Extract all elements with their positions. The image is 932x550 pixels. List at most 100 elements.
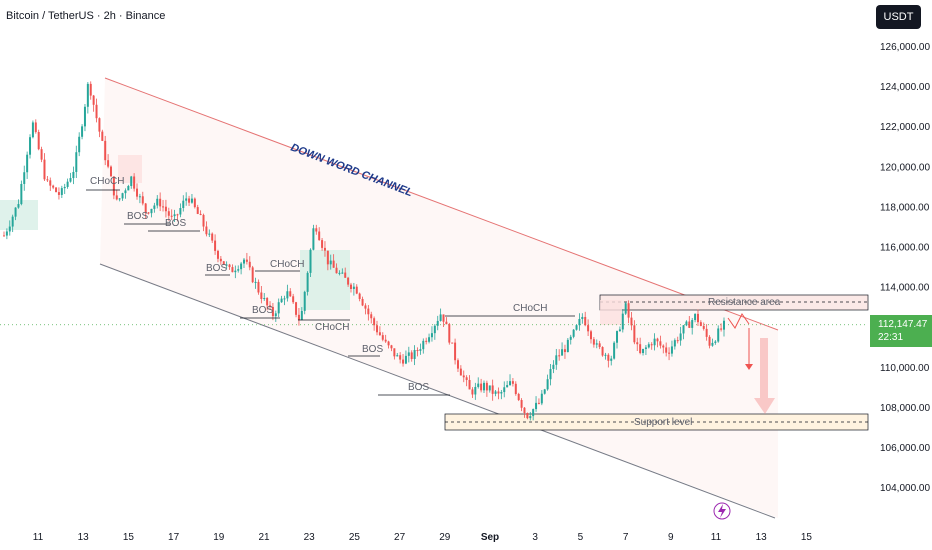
candle-body xyxy=(173,214,176,217)
y-tick-label: 114,000.00 xyxy=(880,283,930,294)
candle-body xyxy=(517,393,520,401)
candle-body xyxy=(691,320,694,328)
candle-body xyxy=(355,286,358,294)
zones xyxy=(0,77,869,519)
candle-body xyxy=(633,325,636,343)
channel-fill xyxy=(100,78,778,518)
candle-body xyxy=(688,321,691,328)
candle-body xyxy=(402,359,405,364)
candle-body xyxy=(52,185,55,188)
candles xyxy=(3,81,725,421)
candle-body xyxy=(381,335,384,340)
x-axis: 11 13 15 17 19 21 23 25 27 29 Sep 3 5 7 9 11 13 15 xyxy=(33,532,813,543)
candle-body xyxy=(543,389,546,394)
structure-label: CHoCH xyxy=(90,176,124,187)
y-tick-label: 110,000.00 xyxy=(880,363,930,374)
candle-body xyxy=(376,325,379,333)
candle-body xyxy=(462,375,465,378)
candle-body xyxy=(89,83,92,96)
y-tick-label: 108,000.00 xyxy=(880,403,930,414)
candle-body xyxy=(266,298,269,306)
candle-body xyxy=(109,166,112,177)
order-block xyxy=(118,155,142,183)
candle-body xyxy=(717,328,720,342)
x-tick-label: 21 xyxy=(258,532,270,543)
candle-body xyxy=(269,305,272,307)
candle-body xyxy=(133,176,136,189)
candle-body xyxy=(477,383,480,387)
candle-body xyxy=(332,260,335,268)
candle-body xyxy=(610,358,613,361)
candle-body xyxy=(650,344,653,346)
x-tick-label: 11 xyxy=(711,532,722,543)
candle-body xyxy=(83,106,86,127)
y-tick-label: 104,000.00 xyxy=(880,483,930,494)
y-tick-label: 126,000.00 xyxy=(880,42,930,53)
candle-body xyxy=(295,302,298,315)
chart-title: Bitcoin / TetherUS · 2h · Binance xyxy=(6,10,166,22)
structure-label: BOS xyxy=(362,344,383,355)
candle-body xyxy=(448,324,451,343)
currency-button[interactable]: USDT xyxy=(876,5,921,29)
candle-body xyxy=(101,131,104,141)
candle-body xyxy=(549,369,552,380)
candle-body xyxy=(592,339,595,345)
candle-body xyxy=(179,208,182,215)
candle-body xyxy=(607,354,610,361)
x-tick-label: Sep xyxy=(481,532,499,543)
candle-body xyxy=(115,195,118,200)
candle-body xyxy=(485,382,488,391)
x-tick-label: 3 xyxy=(532,532,538,543)
candle-body xyxy=(338,272,341,274)
candle-body xyxy=(558,355,561,357)
candle-body xyxy=(589,331,592,340)
candle-body xyxy=(26,154,29,173)
candle-body xyxy=(341,272,344,274)
candle-body xyxy=(121,193,124,199)
candle-body xyxy=(17,204,20,208)
candle-body xyxy=(497,391,500,394)
candle-body xyxy=(552,364,555,370)
candle-body xyxy=(433,325,436,334)
candle-body xyxy=(668,352,671,354)
candle-body xyxy=(127,185,130,191)
candle-body xyxy=(147,212,150,214)
x-tick-label: 27 xyxy=(394,532,406,543)
candle-body xyxy=(474,386,477,395)
candle-body xyxy=(335,267,338,274)
candle-body xyxy=(315,228,318,232)
candle-body xyxy=(613,342,616,359)
candle-body xyxy=(118,198,121,200)
candle-body xyxy=(563,349,566,353)
candle-body xyxy=(416,350,419,352)
candle-body xyxy=(442,314,445,322)
candle-body xyxy=(540,393,543,404)
current-price-tag: 112,147.47 22:31 xyxy=(870,315,932,347)
candle-body xyxy=(164,206,167,212)
candle-body xyxy=(595,343,598,345)
candle-body xyxy=(404,355,407,364)
candle-body xyxy=(439,314,442,321)
candle-body xyxy=(468,380,471,390)
candle-body xyxy=(323,247,326,251)
candle-body xyxy=(624,303,627,314)
structure-label: BOS xyxy=(408,382,429,393)
structure-label: BOS xyxy=(252,305,273,316)
candle-body xyxy=(297,314,300,320)
structure-label: CHoCH xyxy=(513,303,547,314)
y-tick-label: 118,000.00 xyxy=(880,202,930,213)
y-tick-label: 106,000.00 xyxy=(880,443,930,454)
candle-body xyxy=(29,137,32,155)
candle-body xyxy=(216,250,219,259)
candle-body xyxy=(347,277,350,285)
support-label: Support level xyxy=(634,417,692,428)
candle-body xyxy=(616,331,619,343)
candle-body xyxy=(569,336,572,340)
candle-body xyxy=(34,122,37,133)
candle-body xyxy=(676,340,679,342)
candle-body xyxy=(150,208,153,214)
candle-body xyxy=(358,293,361,299)
candle-body xyxy=(271,306,274,317)
candle-body xyxy=(306,272,309,292)
